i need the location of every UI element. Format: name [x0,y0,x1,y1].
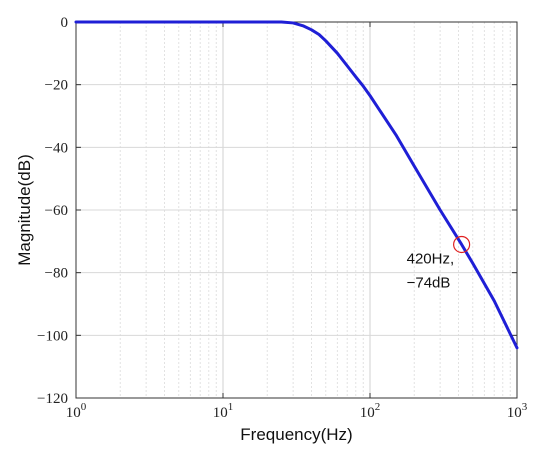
y-tick-label: −60 [45,203,68,219]
grid [76,22,517,398]
x-axis-ticks: 100 101 102 103 [66,22,528,421]
annotation-marker [453,235,471,254]
annotation: 420Hz, −74dB [407,235,471,291]
x-axis-label: Frequency(Hz) [240,425,352,444]
series [74,20,519,350]
x-tick-label: 101 [213,401,234,421]
annotation-text-line1: 420Hz, [407,250,455,267]
y-axis-label: Magnitude(dB) [15,154,34,266]
x-tick-label: 103 [507,401,528,421]
annotation-text-line2: −74dB [407,274,451,291]
y-tick-label: −40 [45,140,68,156]
series-line [74,20,519,350]
y-axis-ticks: 0 −20 −40 −60 −80 −100 −120 [37,15,517,407]
y-tick-label: −80 [45,266,68,282]
y-tick-label: −20 [45,78,68,94]
x-tick-label: 100 [66,401,87,421]
y-tick-label: −100 [37,328,68,344]
y-tick-label: 0 [61,15,69,31]
y-tick-label: −120 [37,391,68,407]
x-tick-label: 102 [360,401,381,421]
